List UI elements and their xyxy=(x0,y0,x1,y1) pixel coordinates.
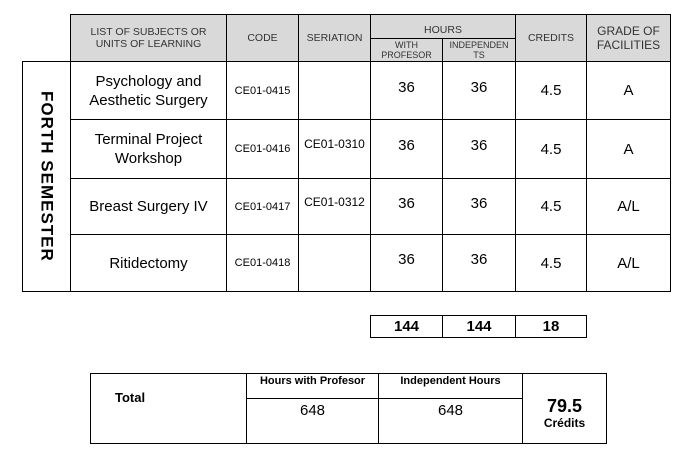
semester-label: FORTH SEMESTER xyxy=(37,91,57,262)
row-2-credits: 4.5 xyxy=(515,119,587,179)
row-1-code: CE01-0415 xyxy=(226,61,299,120)
row-1-grade-text: A xyxy=(623,82,634,99)
row-2-subject-text: Terminal Project Workshop xyxy=(94,131,203,167)
row-4-credits-text: 4.5 xyxy=(540,254,562,272)
row-4-credits: 4.5 xyxy=(515,234,587,292)
row-4-independent-text: 36 xyxy=(470,251,488,268)
header-grade: GRADE OF FACILITIES xyxy=(586,14,671,62)
row-4-seriation xyxy=(298,234,371,292)
summary-total-cell: Total xyxy=(90,373,247,444)
row-4-independent: 36 xyxy=(442,234,516,292)
row-3-grade: A/L xyxy=(586,178,671,235)
header-hours-label: HOURS xyxy=(424,23,462,36)
row-3-with-profesor-text: 36 xyxy=(398,195,415,212)
header-seriation-label: SERIATION xyxy=(306,32,363,44)
total-independent: 144 xyxy=(442,315,516,338)
summary-independent-label: Independent Hours xyxy=(400,375,501,387)
header-code: CODE xyxy=(226,14,299,62)
row-2-seriation: CE01-0310 xyxy=(298,119,371,179)
header-independents: INDEPENDEN TS xyxy=(442,38,516,62)
row-3-credits-text: 4.5 xyxy=(540,198,562,215)
row-1-independent-text: 36 xyxy=(470,79,488,96)
header-hours: HOURS xyxy=(370,14,516,39)
row-1-grade: A xyxy=(586,61,671,120)
row-1-code-text: CE01-0415 xyxy=(234,84,291,97)
summary-credits-cell: 79.5 Crédits xyxy=(522,373,607,444)
summary-independent-value: 648 xyxy=(378,398,523,444)
total-credits: 18 xyxy=(515,315,587,338)
row-2-independent-text: 36 xyxy=(470,137,488,154)
total-credits-text: 18 xyxy=(542,318,560,335)
header-grade-label: GRADE OF FACILITIES xyxy=(596,24,661,52)
header-credits: CREDITS xyxy=(515,14,587,62)
header-seriation: SERIATION xyxy=(298,14,371,62)
total-independent-text: 144 xyxy=(466,318,492,335)
row-1-seriation xyxy=(298,61,371,120)
header-credits-label: CREDITS xyxy=(527,32,575,44)
summary-hours-profesor-header: Hours with Profesor xyxy=(246,373,379,399)
row-1-subject: Psychology and Aesthetic Surgery xyxy=(70,61,227,120)
summary-hours-profesor-text: 648 xyxy=(299,402,326,419)
row-2-code: CE01-0416 xyxy=(226,119,299,179)
header-subjects-label: LIST OF SUBJECTS OR UNITS OF LEARNING xyxy=(90,26,207,50)
row-4-grade-text: A/L xyxy=(617,254,640,272)
row-3-independent: 36 xyxy=(442,178,516,235)
header-with-profesor-label: WITH PROFESOR xyxy=(381,40,432,60)
row-3-subject-text: Breast Surgery IV xyxy=(89,198,208,215)
total-with-profesor-text: 144 xyxy=(393,318,420,335)
total-with-profesor: 144 xyxy=(370,315,443,338)
row-4-with-profesor-text: 36 xyxy=(398,251,415,268)
header-subjects: LIST OF SUBJECTS OR UNITS OF LEARNING xyxy=(70,14,227,62)
row-4-subject-text: Ritidectomy xyxy=(109,254,188,272)
summary-credits-value: 79.5 xyxy=(546,396,583,416)
row-2-seriation-text: CE01-0310 xyxy=(304,137,365,151)
row-1-subject-text: Psychology and Aesthetic Surgery xyxy=(89,72,208,109)
row-3-seriation-text: CE01-0312 xyxy=(304,195,365,209)
row-4-grade: A/L xyxy=(586,234,671,292)
row-3-independent-text: 36 xyxy=(470,195,488,212)
row-3-grade-text: A/L xyxy=(617,198,640,215)
row-4-code: CE01-0418 xyxy=(226,234,299,292)
row-2-with-profesor: 36 xyxy=(370,119,443,179)
header-independents-label: INDEPENDEN TS xyxy=(449,40,509,60)
row-4-with-profesor: 36 xyxy=(370,234,443,292)
summary-credits-label: Crédits xyxy=(543,416,586,430)
row-1-independent: 36 xyxy=(442,61,516,120)
row-3-code-text: CE01-0417 xyxy=(234,200,291,213)
row-2-grade-text: A xyxy=(623,140,634,158)
row-2-with-profesor-text: 36 xyxy=(398,137,415,154)
row-1-with-profesor: 36 xyxy=(370,61,443,120)
row-1-credits-text: 4.5 xyxy=(540,82,562,99)
summary-total-label: Total xyxy=(115,390,146,405)
header-code-label: CODE xyxy=(247,32,278,44)
summary-hours-profesor-label: Hours with Profesor xyxy=(259,375,366,387)
row-3-code: CE01-0417 xyxy=(226,178,299,235)
row-3-seriation: CE01-0312 xyxy=(298,178,371,235)
row-2-code-text: CE01-0416 xyxy=(234,143,291,155)
row-1-with-profesor-text: 36 xyxy=(398,79,415,96)
row-4-subject: Ritidectomy xyxy=(70,234,227,292)
row-3-with-profesor: 36 xyxy=(370,178,443,235)
row-2-subject: Terminal Project Workshop xyxy=(70,119,227,179)
row-2-credits-text: 4.5 xyxy=(540,140,562,158)
header-with-profesor: WITH PROFESOR xyxy=(370,38,443,62)
row-3-credits: 4.5 xyxy=(515,178,587,235)
semester-label-cell: FORTH SEMESTER xyxy=(22,61,71,292)
row-2-independent: 36 xyxy=(442,119,516,179)
row-4-code-text: CE01-0418 xyxy=(234,257,291,269)
summary-independent-header: Independent Hours xyxy=(378,373,523,399)
summary-independent-text: 648 xyxy=(437,402,464,419)
row-3-subject: Breast Surgery IV xyxy=(70,178,227,235)
summary-hours-profesor-value: 648 xyxy=(246,398,379,444)
row-2-grade: A xyxy=(586,119,671,179)
row-1-credits: 4.5 xyxy=(515,61,587,120)
